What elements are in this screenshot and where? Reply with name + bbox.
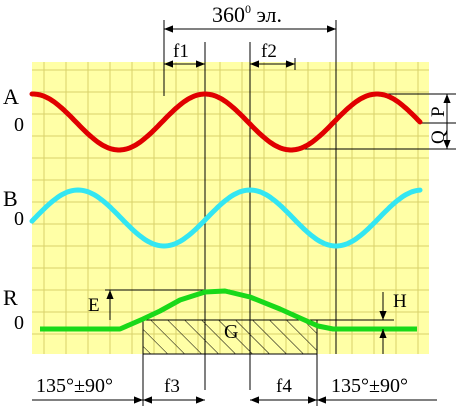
g-label: G	[224, 321, 238, 343]
area-g-hatch	[142, 319, 318, 355]
wave-r	[40, 288, 417, 332]
p-label: P	[428, 106, 449, 117]
period-label: 3600 эл.	[212, 2, 282, 27]
zero-b-label: 0	[14, 208, 24, 230]
dimension-arrows	[32, 25, 451, 404]
left-angle-label: 135°±90°	[36, 375, 113, 397]
channel-r-label: R	[3, 285, 18, 310]
channel-b-label: B	[3, 186, 18, 211]
right-angle-label: 135°±90°	[331, 375, 408, 397]
grid-panel	[32, 62, 429, 354]
channel-a-label: A	[3, 84, 19, 109]
h-label: H	[393, 291, 407, 312]
f1-label: f1	[173, 41, 189, 62]
e-label: E	[88, 295, 100, 316]
f3-label: f3	[164, 376, 180, 397]
wave-b	[29, 187, 423, 249]
q-label: Q	[428, 130, 449, 144]
zero-a-label: 0	[14, 114, 24, 136]
f4-label: f4	[276, 376, 292, 397]
f2-label: f2	[261, 41, 277, 62]
reference-lines	[105, 20, 456, 406]
wave-a	[29, 91, 423, 153]
zero-r-label: 0	[14, 312, 24, 334]
